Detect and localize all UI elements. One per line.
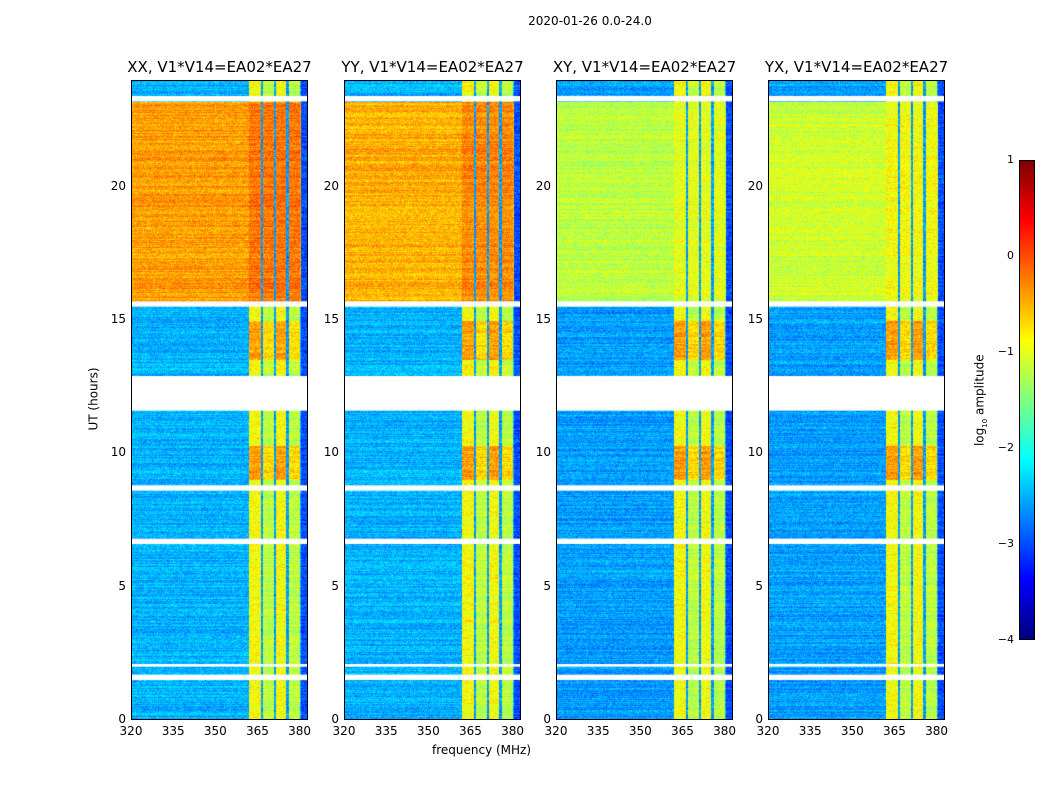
waterfall-panel-xx <box>131 80 308 720</box>
x-tick-label: 335 <box>161 724 185 738</box>
y-tick-label: 10 <box>110 445 126 460</box>
waterfall-image <box>556 80 733 720</box>
y-tick-label: 15 <box>323 312 339 326</box>
waterfall-panel-xy <box>556 80 733 720</box>
colorbar-tick-label: −3 <box>997 537 1014 550</box>
y-tick-label: 15 <box>747 312 763 326</box>
y-tick-label: 20 <box>323 178 339 193</box>
waterfall-image <box>131 80 308 720</box>
x-tick-label: 365 <box>245 724 269 738</box>
y-tick-label: 15 <box>535 312 551 326</box>
x-tick-label: 320 <box>544 724 568 738</box>
y-axis-label: UT (hours) <box>86 367 101 431</box>
x-axis-label: frequency (MHz) <box>432 743 532 757</box>
colorbar-tick-label: 0 <box>1007 249 1014 262</box>
x-tick-label: 365 <box>882 724 906 738</box>
y-tick-label: 15 <box>110 312 126 326</box>
y-tick-label: 0 <box>755 712 763 726</box>
y-tick-label: 0 <box>118 712 126 726</box>
x-tick-label: 380 <box>713 724 737 738</box>
colorbar <box>1019 160 1035 640</box>
figure-suptitle: 2020-01-26 0.0-24.0 <box>528 14 652 28</box>
colorbar-label: log10 amplitude <box>972 354 990 447</box>
waterfall-image <box>344 80 521 720</box>
y-tick-label: 0 <box>543 712 551 726</box>
y-tick-label: 10 <box>747 445 763 460</box>
y-tick-label: 5 <box>755 578 763 593</box>
x-tick-label: 380 <box>501 724 525 738</box>
x-tick-label: 335 <box>798 724 822 738</box>
panel-title-yx: YX, V1*V14=EA02*EA27 <box>764 58 949 76</box>
x-tick-label: 350 <box>628 724 652 738</box>
colorbar-tick-label: −4 <box>997 633 1014 646</box>
x-tick-label: 320 <box>756 724 780 738</box>
y-tick-label: 5 <box>543 578 551 593</box>
y-tick-label: 20 <box>747 178 763 193</box>
colorbar-tick-label: −1 <box>997 345 1014 358</box>
y-tick-label: 10 <box>323 445 339 460</box>
y-tick-label: 5 <box>118 578 126 593</box>
x-tick-label: 320 <box>119 724 143 738</box>
x-tick-label: 335 <box>586 724 610 738</box>
x-tick-label: 350 <box>416 724 440 738</box>
x-tick-label: 365 <box>670 724 694 738</box>
panel-title-yy: YY, V1*V14=EA02*EA27 <box>341 58 524 76</box>
colorbar-tick-label: 1 <box>1007 153 1014 166</box>
panel-title-xx: XX, V1*V14=EA02*EA27 <box>127 58 312 76</box>
colorbar-tick-label: −2 <box>997 441 1014 454</box>
y-tick-label: 10 <box>535 445 551 460</box>
x-tick-label: 320 <box>332 724 356 738</box>
waterfall-panel-yx <box>768 80 945 720</box>
x-tick-label: 380 <box>925 724 949 738</box>
waterfall-image <box>768 80 945 720</box>
x-tick-label: 350 <box>203 724 227 738</box>
y-tick-label: 0 <box>331 712 339 726</box>
panel-title-xy: XY, V1*V14=EA02*EA27 <box>552 58 737 76</box>
x-tick-label: 335 <box>374 724 398 738</box>
y-tick-label: 20 <box>110 178 126 193</box>
y-tick-label: 5 <box>331 578 339 593</box>
y-tick-label: 20 <box>535 178 551 193</box>
x-tick-label: 365 <box>458 724 482 738</box>
x-tick-label: 380 <box>288 724 312 738</box>
waterfall-panel-yy <box>344 80 521 720</box>
x-tick-label: 350 <box>840 724 864 738</box>
